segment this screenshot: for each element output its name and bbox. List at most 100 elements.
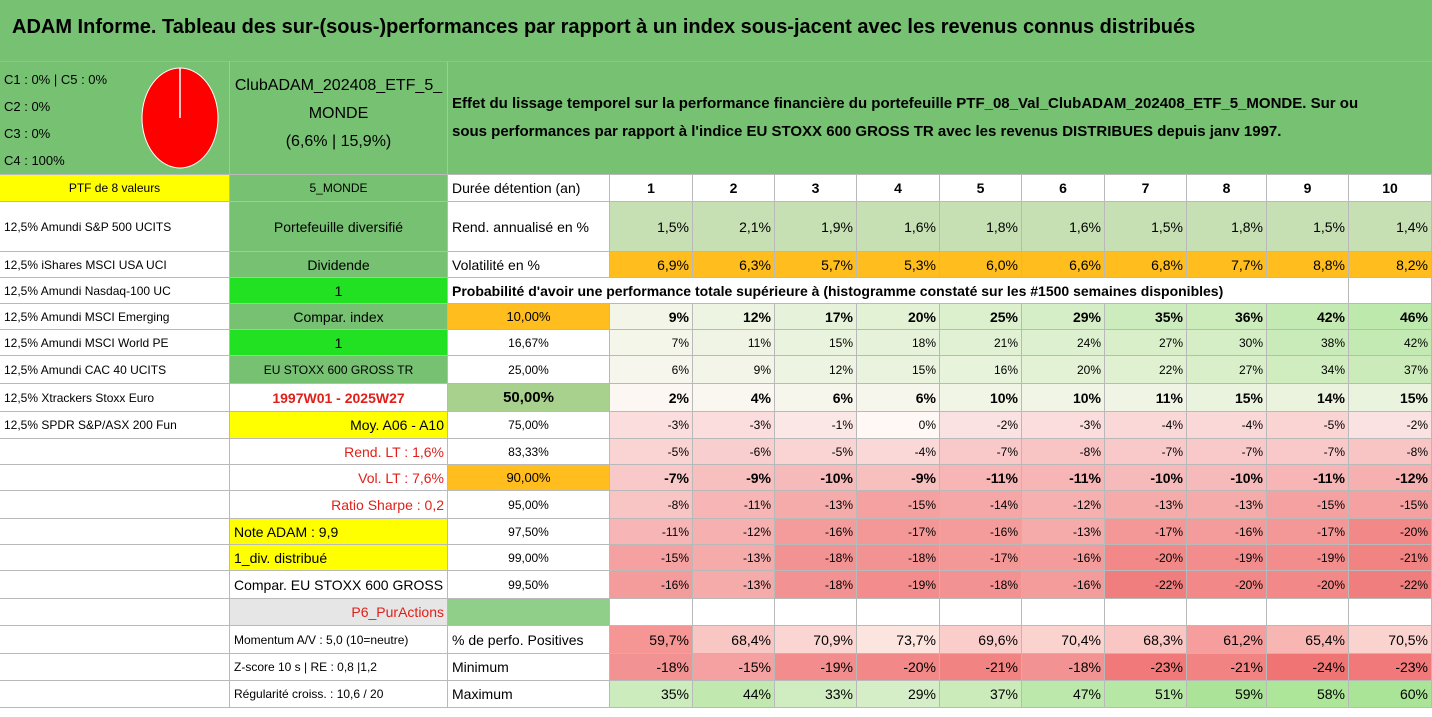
quantile-value[interactable]: -7% — [610, 465, 693, 491]
quantile-value[interactable]: 6% — [775, 384, 857, 412]
return-label[interactable]: Rend. annualisé en % — [448, 202, 610, 252]
return-value[interactable]: 1,4% — [1349, 202, 1432, 252]
quantile-value[interactable]: -16% — [610, 571, 693, 599]
maximum-value[interactable]: 51% — [1105, 681, 1187, 708]
index-name[interactable]: EU STOXX 600 GROSS TR — [230, 356, 448, 384]
quantile-value[interactable]: 37% — [1349, 356, 1432, 384]
regularity-value[interactable]: Régularité croiss. : 10,6 / 20 — [230, 681, 448, 708]
maximum-value[interactable]: 37% — [940, 681, 1022, 708]
long-term-volatility[interactable]: Vol. LT : 7,6% — [230, 465, 448, 491]
quantile-value[interactable]: -20% — [1187, 571, 1267, 599]
minimum-value[interactable]: -23% — [1105, 654, 1187, 681]
empty-cell[interactable] — [1022, 599, 1105, 626]
empty-cell[interactable] — [0, 681, 230, 708]
empty-cell[interactable] — [0, 545, 230, 571]
return-value[interactable]: 1,6% — [857, 202, 940, 252]
quantile-value[interactable]: -10% — [775, 465, 857, 491]
year-header[interactable]: 9 — [1267, 175, 1349, 202]
quantile-value[interactable]: -20% — [1105, 545, 1187, 571]
minimum-value[interactable]: -15% — [693, 654, 775, 681]
empty-cell[interactable] — [610, 599, 693, 626]
quantile-value[interactable]: 22% — [1105, 356, 1187, 384]
positive-value[interactable]: 61,2% — [1187, 626, 1267, 654]
minimum-value[interactable]: -21% — [1187, 654, 1267, 681]
holding-cell[interactable]: 12,5% Amundi MSCI World PE — [0, 330, 230, 356]
quantile-value[interactable]: 42% — [1349, 330, 1432, 356]
quantile-percent[interactable]: 50,00% — [448, 384, 610, 412]
minimum-value[interactable]: -24% — [1267, 654, 1349, 681]
volatility-value[interactable]: 8,8% — [1267, 252, 1349, 278]
comparison-index[interactable]: Compar. EU STOXX 600 GROSS TR — [230, 571, 448, 599]
quantile-value[interactable]: -16% — [940, 519, 1022, 545]
return-value[interactable]: 2,1% — [693, 202, 775, 252]
volatility-value[interactable]: 5,3% — [857, 252, 940, 278]
positive-value[interactable]: 68,3% — [1105, 626, 1187, 654]
quantile-value[interactable]: -5% — [610, 439, 693, 465]
quantile-value[interactable]: -7% — [1105, 439, 1187, 465]
quantile-value[interactable]: 6% — [610, 356, 693, 384]
return-value[interactable]: 1,5% — [1105, 202, 1187, 252]
minimum-value[interactable]: -20% — [857, 654, 940, 681]
quantile-value[interactable]: -18% — [775, 571, 857, 599]
quantile-value[interactable]: -11% — [693, 491, 775, 519]
quantile-value[interactable]: -22% — [1105, 571, 1187, 599]
return-value[interactable]: 1,8% — [1187, 202, 1267, 252]
dividend-distributed[interactable]: 1_div. distribué — [230, 545, 448, 571]
maximum-value[interactable]: 59% — [1187, 681, 1267, 708]
quantile-value[interactable]: -16% — [775, 519, 857, 545]
quantile-percent[interactable]: 99,00% — [448, 545, 610, 571]
empty-cell[interactable] — [0, 491, 230, 519]
quantile-value[interactable]: -10% — [1105, 465, 1187, 491]
positive-value[interactable]: 70,4% — [1022, 626, 1105, 654]
quantile-value[interactable]: 14% — [1267, 384, 1349, 412]
quantile-value[interactable]: -5% — [1267, 412, 1349, 439]
quantile-value[interactable]: -18% — [857, 545, 940, 571]
quantile-percent[interactable]: 99,50% — [448, 571, 610, 599]
quantile-value[interactable]: 11% — [693, 330, 775, 356]
holding-cell[interactable]: 12,5% Amundi MSCI Emerging — [0, 304, 230, 330]
empty-cell[interactable] — [940, 599, 1022, 626]
year-header[interactable]: 7 — [1105, 175, 1187, 202]
maximum-value[interactable]: 44% — [693, 681, 775, 708]
quantile-value[interactable]: 15% — [1187, 384, 1267, 412]
volatility-value[interactable]: 6,8% — [1105, 252, 1187, 278]
dividend-label[interactable]: Dividende — [230, 252, 448, 278]
quantile-value[interactable]: -6% — [693, 439, 775, 465]
return-value[interactable]: 1,8% — [940, 202, 1022, 252]
quantile-value[interactable]: -2% — [1349, 412, 1432, 439]
volatility-value[interactable]: 6,6% — [1022, 252, 1105, 278]
quantile-value[interactable]: -10% — [1187, 465, 1267, 491]
quantile-value[interactable]: 2% — [610, 384, 693, 412]
positive-value[interactable]: 70,5% — [1349, 626, 1432, 654]
minimum-value[interactable]: -19% — [775, 654, 857, 681]
quantile-value[interactable]: -16% — [1022, 571, 1105, 599]
empty-cell[interactable] — [0, 465, 230, 491]
year-header[interactable]: 10 — [1349, 175, 1432, 202]
empty-cell[interactable] — [693, 599, 775, 626]
dividend-value[interactable]: 1 — [230, 278, 448, 304]
zscore-value[interactable]: Z-score 10 s | RE : 0,8 |1,2 — [230, 654, 448, 681]
quantile-percent[interactable]: 95,00% — [448, 491, 610, 519]
quantile-value[interactable]: 0% — [857, 412, 940, 439]
momentum-value[interactable]: Momentum A/V : 5,0 (10=neutre) — [230, 626, 448, 654]
positive-value[interactable]: 69,6% — [940, 626, 1022, 654]
positive-value[interactable]: 59,7% — [610, 626, 693, 654]
quantile-value[interactable]: -8% — [610, 491, 693, 519]
quantile-value[interactable]: -11% — [940, 465, 1022, 491]
quantile-value[interactable]: 29% — [1022, 304, 1105, 330]
quantile-value[interactable]: 42% — [1267, 304, 1349, 330]
quantile-value[interactable]: 16% — [940, 356, 1022, 384]
empty-cell[interactable] — [1349, 278, 1432, 304]
maximum-value[interactable]: 33% — [775, 681, 857, 708]
quantile-value[interactable]: -15% — [857, 491, 940, 519]
quantile-value[interactable]: 17% — [775, 304, 857, 330]
quantile-value[interactable]: -1% — [775, 412, 857, 439]
quantile-value[interactable]: 6% — [857, 384, 940, 412]
quantile-value[interactable]: 24% — [1022, 330, 1105, 356]
quantile-value[interactable]: -15% — [1267, 491, 1349, 519]
quantile-value[interactable]: -22% — [1349, 571, 1432, 599]
quantile-value[interactable]: 12% — [693, 304, 775, 330]
quantile-value[interactable]: 9% — [610, 304, 693, 330]
quantile-value[interactable]: 15% — [775, 330, 857, 356]
quantile-value[interactable]: -18% — [775, 545, 857, 571]
